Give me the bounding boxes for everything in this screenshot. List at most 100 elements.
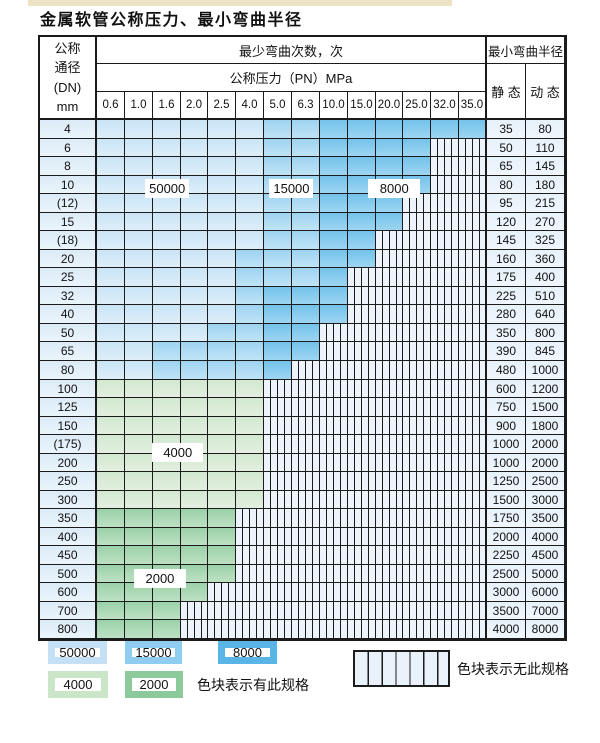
spec-cell <box>292 250 320 268</box>
spec-cell <box>320 509 348 528</box>
spec-cell <box>236 509 264 528</box>
spec-cell <box>153 509 181 528</box>
dynamic-value: 640 <box>526 305 565 324</box>
spec-cell <box>403 491 431 509</box>
spec-cell <box>403 565 431 583</box>
spec-cell <box>292 417 320 435</box>
spec-cell <box>208 305 236 324</box>
spec-cell <box>292 268 320 287</box>
region-label-2000: 2000 <box>133 568 186 588</box>
spec-cell <box>208 454 236 472</box>
dynamic-value: 110 <box>526 139 565 157</box>
spec-cell <box>459 509 487 528</box>
spec-cell <box>236 583 264 602</box>
spec-cell <box>153 472 181 491</box>
spec-cell <box>264 435 292 454</box>
spec-cell <box>459 120 487 139</box>
spec-cell <box>376 472 403 491</box>
spec-cell <box>236 361 264 380</box>
spec-cell <box>403 602 431 620</box>
spec-cell <box>153 139 181 157</box>
dynamic-value: 325 <box>526 231 565 250</box>
spec-cell <box>208 528 236 546</box>
spec-cell <box>320 398 348 417</box>
spec-cell <box>431 602 459 620</box>
spec-cell <box>348 398 376 417</box>
dn-cell: 50 <box>40 324 97 342</box>
legend-available-text: 色块表示有此规格 <box>197 676 309 693</box>
spec-cell <box>320 380 348 398</box>
spec-cell <box>181 268 208 287</box>
spec-cell <box>459 602 487 620</box>
spec-cell <box>320 324 348 342</box>
dn-cell: 125 <box>40 398 97 417</box>
static-value: 95 <box>487 194 526 213</box>
spec-cell <box>348 491 376 509</box>
spec-cell <box>431 361 459 380</box>
spec-cell <box>125 157 153 176</box>
spec-cell <box>348 250 376 268</box>
spec-cell <box>97 528 125 546</box>
spec-cell <box>320 139 348 157</box>
spec-cell <box>431 324 459 342</box>
dn-cell: (12) <box>40 194 97 213</box>
static-value: 2250 <box>487 546 526 565</box>
spec-cell <box>348 305 376 324</box>
spec-cell <box>208 287 236 305</box>
spec-cell <box>153 417 181 435</box>
spec-cell <box>236 435 264 454</box>
spec-cell <box>208 546 236 565</box>
dn-cell: 450 <box>40 546 97 565</box>
spec-cell <box>153 361 181 380</box>
dynamic-value: 1800 <box>526 417 565 435</box>
spec-cell <box>264 491 292 509</box>
spec-cell <box>292 454 320 472</box>
spec-cell <box>181 305 208 324</box>
dynamic-value: 80 <box>526 120 565 139</box>
spec-cell <box>459 583 487 602</box>
dn-cell: 8 <box>40 157 97 176</box>
spec-cell <box>292 565 320 583</box>
spec-cell <box>181 491 208 509</box>
spec-cell <box>208 565 236 583</box>
spec-cell <box>236 120 264 139</box>
spec-cell <box>125 491 153 509</box>
spec-cell <box>208 194 236 213</box>
spec-cell <box>153 528 181 546</box>
spec-cell <box>320 361 348 380</box>
spec-cell <box>153 305 181 324</box>
spec-cell <box>403 157 431 176</box>
spec-cell <box>431 565 459 583</box>
spec-cell <box>153 602 181 620</box>
pressure-radius-table: 公称 通径 (DN) mm 最少弯曲次数，次 公称压力（PN）MPa 0.6 1.0 1.6 2.… <box>38 35 567 641</box>
spec-cell <box>97 342 125 361</box>
spec-cell <box>125 361 153 380</box>
dynamic-value: 2000 <box>526 454 565 472</box>
dn-cell: 500 <box>40 565 97 583</box>
spec-cell <box>208 250 236 268</box>
spec-cell <box>208 157 236 176</box>
spec-cell <box>431 305 459 324</box>
spec-cell <box>376 528 403 546</box>
spec-cell <box>320 602 348 620</box>
spec-cell <box>320 305 348 324</box>
spec-cell <box>208 268 236 287</box>
spec-cell <box>459 417 487 435</box>
spec-cell <box>459 342 487 361</box>
spec-cell <box>236 620 264 639</box>
spec-cell <box>431 176 459 194</box>
spec-cell <box>181 231 208 250</box>
dn-cell: 4 <box>40 120 97 139</box>
spec-cell <box>376 435 403 454</box>
spec-cell <box>181 620 208 639</box>
pressure-col-15.0: 15.0 <box>348 92 376 120</box>
static-value: 1750 <box>487 509 526 528</box>
pressure-col-2.5: 2.5 <box>208 92 236 120</box>
spec-cell <box>431 120 459 139</box>
spec-cell <box>459 361 487 380</box>
spec-cell <box>348 620 376 639</box>
static-value: 1000 <box>487 435 526 454</box>
radius-header: 最小弯曲半径 <box>487 37 565 64</box>
spec-cell <box>348 509 376 528</box>
spec-cell <box>403 546 431 565</box>
